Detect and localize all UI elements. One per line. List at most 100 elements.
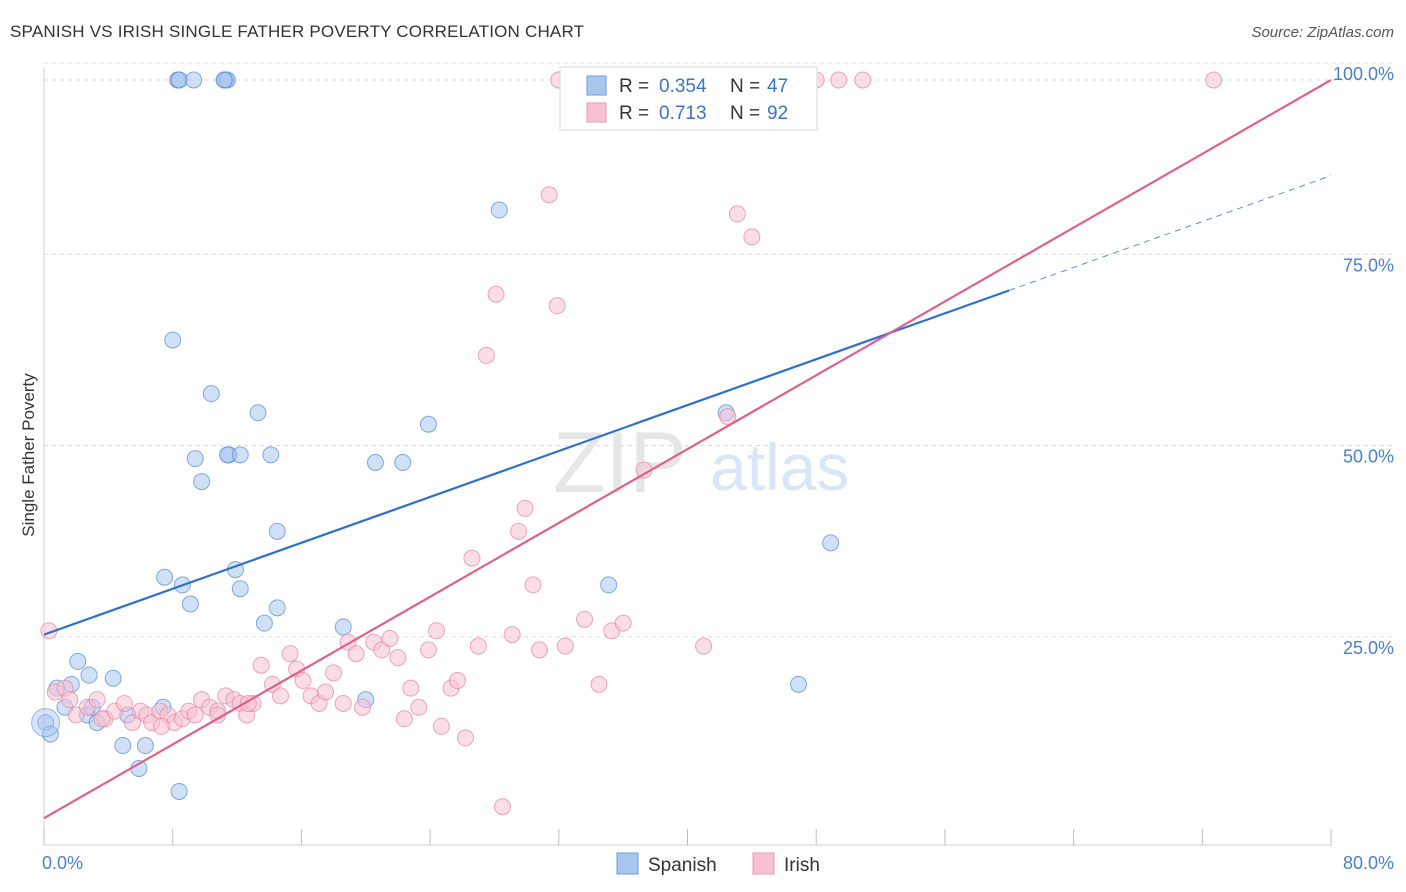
irish-point-65 xyxy=(540,186,558,204)
spanish-r-value: 0.354 xyxy=(659,76,707,97)
irish-point-9 xyxy=(115,694,133,712)
legend-spanish-swatch xyxy=(616,852,639,875)
irish-point-48 xyxy=(410,698,428,716)
spanish-point-36 xyxy=(181,595,199,613)
irish-point-45 xyxy=(389,649,407,667)
spanish-n-label: N = xyxy=(730,76,760,97)
spanish-point-38 xyxy=(231,580,249,598)
spanish-point-22 xyxy=(215,71,233,89)
spanish-point-13 xyxy=(136,737,154,755)
irish-point-41 xyxy=(354,698,372,716)
y-tick-label-2: 75.0% xyxy=(1343,255,1394,275)
irish-point-79 xyxy=(695,637,713,655)
spanish-trend-line xyxy=(43,289,1010,636)
spanish-point-39 xyxy=(268,522,286,540)
spanish-point-15 xyxy=(170,782,188,800)
irish-point-54 xyxy=(456,729,474,747)
irish-point-57 xyxy=(477,346,495,364)
spanish-point-12 xyxy=(114,737,132,755)
spanish-point-33 xyxy=(186,450,204,468)
irish-point-80 xyxy=(719,408,737,426)
irish-point-55 xyxy=(463,549,481,567)
spanish-point-41 xyxy=(268,599,286,617)
spanish-point-32 xyxy=(164,331,182,349)
y-axis-label: Single Father Poverty xyxy=(19,373,38,537)
irish-point-63 xyxy=(524,576,542,594)
watermark-atlas: atlas xyxy=(710,430,849,504)
spanish-point-31 xyxy=(193,473,211,491)
irish-n-value: 92 xyxy=(767,103,788,124)
irish-point-59 xyxy=(493,798,511,816)
irish-point-36 xyxy=(317,683,335,701)
irish-point-62 xyxy=(516,499,534,517)
irish-point-19 xyxy=(186,706,204,724)
spanish-point-8 xyxy=(104,669,122,687)
legend-spanish-label: Spanish xyxy=(648,855,717,876)
irish-point-91 xyxy=(152,717,170,735)
series-legend: Spanish Irish xyxy=(616,852,820,876)
spanish-n-value: 47 xyxy=(767,76,788,97)
spanish-trend-extension xyxy=(1009,175,1332,291)
irish-point-71 xyxy=(590,675,608,693)
spanish-point-24 xyxy=(170,71,188,89)
legend-irish-swatch xyxy=(752,852,775,875)
irish-point-53 xyxy=(448,672,466,690)
irish-legend-swatch xyxy=(586,102,607,123)
x-tick-label-0: 0.0% xyxy=(42,853,83,873)
spanish-point-44 xyxy=(419,415,437,433)
chart-title: SPANISH VS IRISH SINGLE FATHER POVERTY C… xyxy=(10,22,585,41)
irish-point-46 xyxy=(395,710,413,728)
irish-n-label: N = xyxy=(730,103,760,124)
irish-point-3 xyxy=(61,691,79,709)
irish-r-value: 0.713 xyxy=(659,103,707,124)
irish-point-85 xyxy=(830,71,848,89)
irish-point-37 xyxy=(325,664,343,682)
irish-trend-line xyxy=(43,79,1332,820)
irish-point-44 xyxy=(381,629,399,647)
trend-lines xyxy=(43,79,1332,820)
spanish-point-large xyxy=(31,708,61,738)
spanish-point-35 xyxy=(156,568,174,586)
irish-point-66 xyxy=(548,297,566,315)
y-tick-label-3: 100.0% xyxy=(1333,64,1394,84)
source-note: Source: ZipAtlas.com xyxy=(1251,24,1394,41)
spanish-point-51 xyxy=(822,534,840,552)
irish-point-58 xyxy=(487,285,505,303)
spanish-point-40 xyxy=(255,614,273,632)
irish-point-33 xyxy=(294,672,312,690)
irish-r-label: R = xyxy=(619,103,649,124)
grid-lines xyxy=(44,62,1394,638)
x-tick-label-1: 80.0% xyxy=(1343,853,1394,873)
irish-point-86 xyxy=(1205,71,1223,89)
x-tick-labels: 0.0% 80.0% xyxy=(42,853,1394,873)
irish-point-40 xyxy=(347,645,365,663)
irish-point-51 xyxy=(432,717,450,735)
irish-point-90 xyxy=(93,710,111,728)
irish-point-84 xyxy=(854,71,872,89)
spanish-point-7 xyxy=(69,652,87,670)
spanish-points xyxy=(31,71,840,800)
legend-irish-label: Irish xyxy=(784,855,820,876)
irish-point-81 xyxy=(728,205,746,223)
irish-point-56 xyxy=(469,637,487,655)
spanish-point-43 xyxy=(394,454,412,471)
irish-point-30 xyxy=(271,687,289,705)
irish-point-69 xyxy=(576,610,594,628)
irish-point-64 xyxy=(530,641,548,659)
spanish-point-1 xyxy=(41,725,59,743)
y-tick-label-1: 50.0% xyxy=(1343,447,1394,467)
spanish-point-52 xyxy=(790,675,808,693)
spanish-point-47 xyxy=(490,201,508,219)
y-tick-labels: 25.0% 50.0% 75.0% 100.0% xyxy=(1333,64,1394,658)
irish-point-47 xyxy=(402,679,420,697)
stats-legend: R = 0.354 N = 47 R = 0.713 N = 92 xyxy=(559,66,818,131)
irish-point-60 xyxy=(503,626,521,644)
spanish-point-30 xyxy=(262,446,280,464)
spanish-point-45 xyxy=(334,618,352,636)
irish-point-67 xyxy=(556,637,574,655)
irish-point-82 xyxy=(743,228,761,246)
spanish-point-53 xyxy=(600,576,618,594)
irish-point-6 xyxy=(88,691,106,709)
irish-point-73 xyxy=(614,614,632,632)
